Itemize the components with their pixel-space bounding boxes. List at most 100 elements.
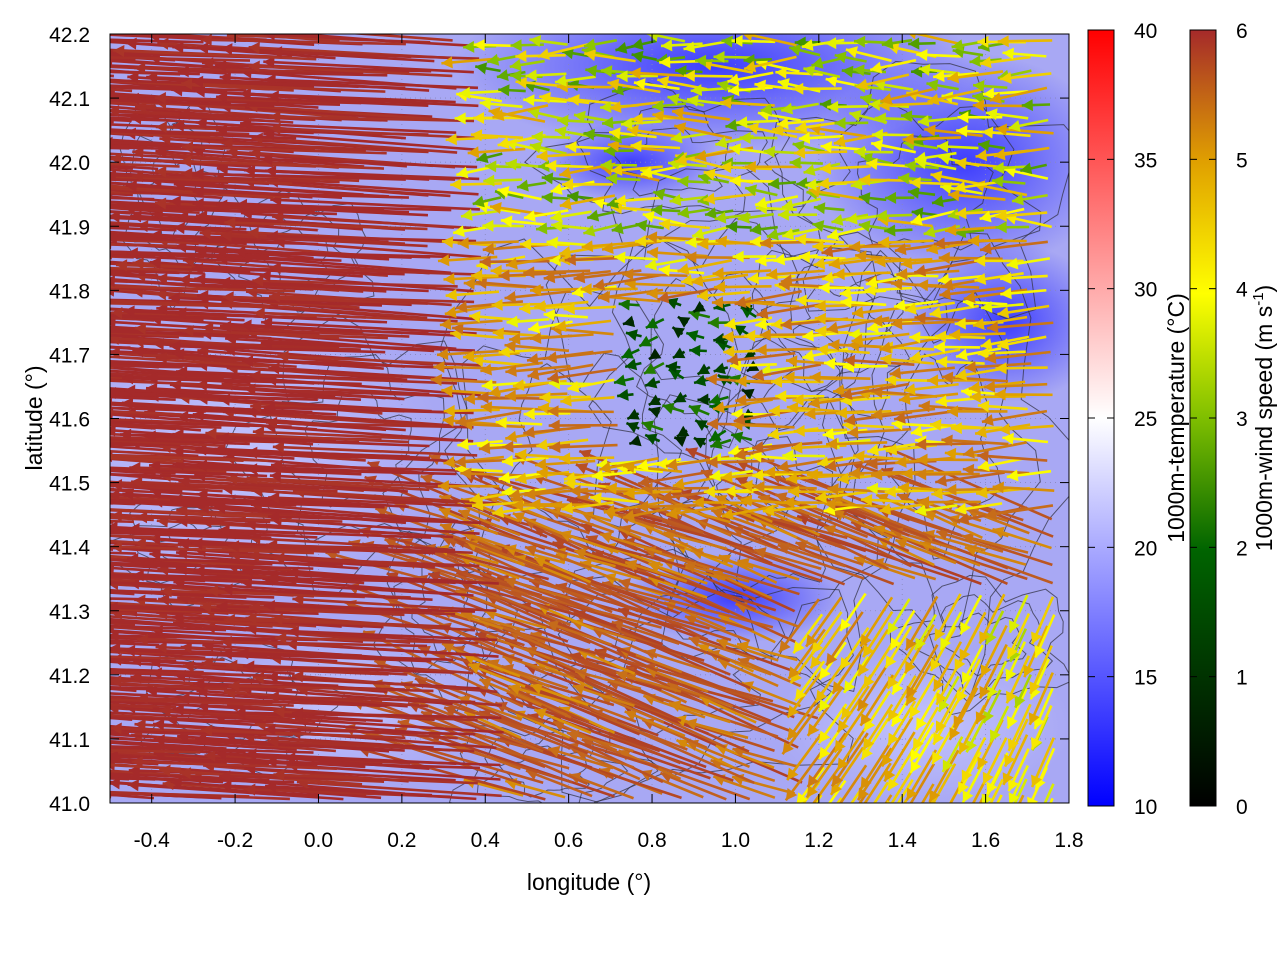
wind-arrow xyxy=(733,324,749,337)
colorbar-tick-label: 10 xyxy=(1134,796,1157,819)
wind-arrow xyxy=(439,318,503,331)
wind-arrow xyxy=(904,301,955,315)
wind-arrow xyxy=(931,195,959,208)
colorbar-tick-label: 30 xyxy=(1134,279,1157,302)
wind-arrow xyxy=(840,382,910,400)
wind-arrow xyxy=(505,364,571,377)
wind-arrow xyxy=(536,438,589,451)
wind-arrow xyxy=(859,596,894,648)
wind-arrow xyxy=(110,145,206,152)
wind-arrow xyxy=(933,593,962,642)
wind-arrow xyxy=(822,427,868,440)
wind-arrow xyxy=(552,720,618,752)
wind-arrow xyxy=(969,390,1026,403)
wind-arrow xyxy=(110,395,176,402)
wind-arrow xyxy=(996,794,1003,803)
wind-arrow xyxy=(648,348,662,361)
wind-arrow xyxy=(886,642,917,690)
wind-arrow xyxy=(110,330,113,334)
wind-arrow xyxy=(583,223,619,237)
plot-area xyxy=(0,34,1069,803)
wind-arrow xyxy=(121,397,337,416)
wind-arrow xyxy=(557,114,594,127)
wind-arrow xyxy=(525,69,567,82)
wind-arrow xyxy=(755,344,818,357)
wind-arrow xyxy=(933,341,980,354)
wind-arrow xyxy=(937,273,984,286)
wind-arrow xyxy=(741,388,755,400)
wind-arrow xyxy=(270,46,480,60)
wind-arrow xyxy=(652,110,709,124)
wind-arrow xyxy=(152,337,361,351)
wind-arrow xyxy=(984,350,1051,364)
y-tick-label: 41.4 xyxy=(49,537,90,560)
wind-arrow xyxy=(534,458,596,471)
wind-arrow xyxy=(0,562,106,579)
wind-arrow xyxy=(845,46,892,63)
wind-arrow xyxy=(269,261,477,276)
colorbar-tick-label: 1 xyxy=(1236,667,1248,690)
wind-arrow xyxy=(730,359,777,372)
wind-arrow xyxy=(995,209,1048,222)
y-axis-title: latitude (°) xyxy=(21,365,47,470)
wind-arrow xyxy=(883,731,916,783)
wind-arrow xyxy=(692,496,753,509)
wind-arrow xyxy=(955,207,1007,220)
wind-arrow xyxy=(974,271,1024,285)
wind-arrow xyxy=(520,238,570,251)
wind-arrow xyxy=(784,748,825,802)
wind-arrow xyxy=(1006,469,1052,482)
wind-arrow xyxy=(730,431,753,444)
wind-arrow xyxy=(754,195,799,209)
wind-arrow xyxy=(713,281,772,294)
wind-arrow xyxy=(603,144,634,157)
wind-arrow xyxy=(676,425,690,438)
wind-arrow xyxy=(543,309,588,322)
wind-arrow xyxy=(512,512,573,539)
wind-arrow xyxy=(608,127,657,140)
wind-arrow xyxy=(874,255,933,268)
wind-arrow xyxy=(127,779,344,801)
wind-arrow xyxy=(110,508,292,520)
wind-arrow xyxy=(964,361,1032,374)
wind-arrow xyxy=(110,194,111,198)
wind-arrow xyxy=(110,186,274,200)
wind-arrow xyxy=(843,354,915,367)
wind-arrow xyxy=(629,67,687,80)
wind-arrow xyxy=(794,233,845,246)
x-tick-label: -0.2 xyxy=(217,829,253,852)
wind-arrow xyxy=(110,670,271,677)
wind-arrow xyxy=(110,210,318,232)
wind-arrow xyxy=(529,141,567,155)
wind-arrow xyxy=(805,748,843,799)
wind-arrow xyxy=(798,250,846,263)
wind-arrow xyxy=(110,242,178,248)
wind-arrow xyxy=(727,84,773,97)
wind-arrow xyxy=(561,501,614,514)
wind-arrow xyxy=(584,49,636,63)
wind-arrow xyxy=(462,350,520,363)
wind-arrow xyxy=(646,246,708,259)
wind-arrow xyxy=(657,285,728,304)
wind-arrow xyxy=(110,175,293,185)
wind-arrow xyxy=(110,790,290,801)
wind-arrow xyxy=(847,426,912,439)
colorbar-tick-label: 3 xyxy=(1236,408,1248,431)
wind-arrow xyxy=(880,716,914,768)
wind-arrow xyxy=(482,219,524,232)
wind-arrow xyxy=(839,626,870,671)
wind-arrow xyxy=(110,772,270,782)
wind-arrow xyxy=(110,776,295,784)
wind-arrow xyxy=(545,349,613,364)
wind-arrow xyxy=(110,650,206,660)
wind-arrow xyxy=(820,141,867,154)
wind-arrow xyxy=(110,129,297,140)
wind-arrow xyxy=(533,708,592,735)
wind-arrow xyxy=(263,34,477,48)
wind-arrow xyxy=(626,408,640,421)
wind-arrow xyxy=(673,435,687,448)
colorbar-tick-label: 15 xyxy=(1134,667,1157,690)
wind-arrow xyxy=(934,686,963,734)
wind-arrow xyxy=(474,62,501,75)
wind-arrow xyxy=(948,687,979,741)
